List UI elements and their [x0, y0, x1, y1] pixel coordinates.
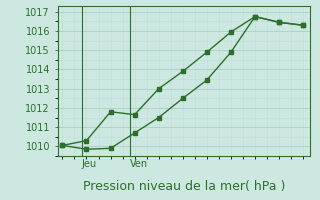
- Text: Ven: Ven: [130, 159, 148, 169]
- Text: Jeu: Jeu: [82, 159, 97, 169]
- X-axis label: Pression niveau de la mer( hPa ): Pression niveau de la mer( hPa ): [83, 180, 285, 193]
